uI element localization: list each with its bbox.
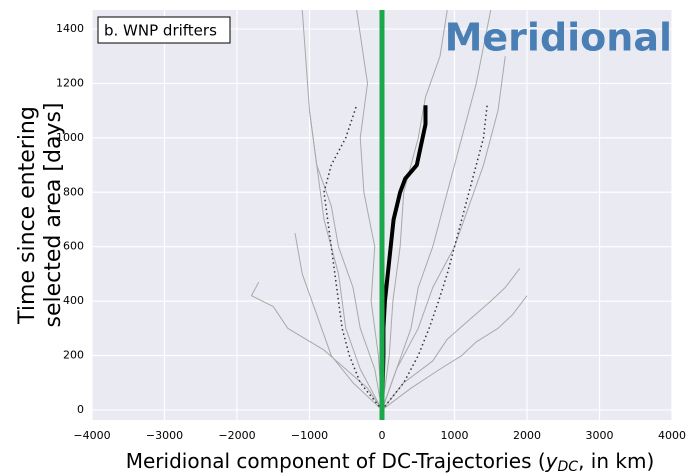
x-tick-label: 2000 — [513, 429, 541, 442]
x-tick-label: 3000 — [586, 429, 614, 442]
y-tick-label: 600 — [63, 240, 84, 253]
trajectory — [251, 281, 383, 411]
x-tick-label: 0 — [379, 429, 386, 442]
y-tick-label: 1400 — [56, 22, 84, 35]
x-tick-label: 1000 — [441, 429, 469, 442]
x-axis-label-part: Meridional component of DC-Trajectories … — [126, 449, 546, 473]
y-tick-label: 800 — [63, 185, 84, 198]
trajectory — [381, 9, 492, 411]
x-tick-label: −1000 — [291, 429, 328, 442]
trajectory — [309, 110, 383, 411]
x-tick-label: −2000 — [218, 429, 255, 442]
x-tick-label: −3000 — [146, 429, 183, 442]
y-axis-label: Time since entering — [15, 106, 40, 325]
trajectory — [323, 104, 383, 411]
y-tick-label: 400 — [63, 294, 84, 307]
x-axis-label-part: y — [545, 449, 559, 473]
y-axis-label: selected area [days] — [41, 102, 66, 327]
trajectory — [381, 9, 448, 411]
trajectory — [381, 295, 528, 411]
trajectory — [356, 9, 383, 410]
x-axis-label-part: DC — [558, 459, 579, 475]
trajectory — [294, 233, 383, 411]
x-tick-label: 4000 — [658, 429, 686, 442]
panel-label: b. WNP drifters — [104, 22, 217, 40]
y-tick-label: 200 — [63, 349, 84, 362]
trajectory — [381, 268, 521, 411]
x-axis-label: Meridional component of DC-Trajectories … — [126, 449, 655, 476]
annotation: Meridional — [445, 16, 672, 60]
panel-label-box — [97, 16, 231, 44]
y-tick-label: 0 — [77, 403, 84, 416]
x-axis-label-part: , in km) — [578, 449, 654, 473]
y-tick-label: 1000 — [56, 131, 84, 144]
y-tick-label: 1200 — [56, 76, 84, 89]
x-tick-label: −4000 — [73, 429, 110, 442]
